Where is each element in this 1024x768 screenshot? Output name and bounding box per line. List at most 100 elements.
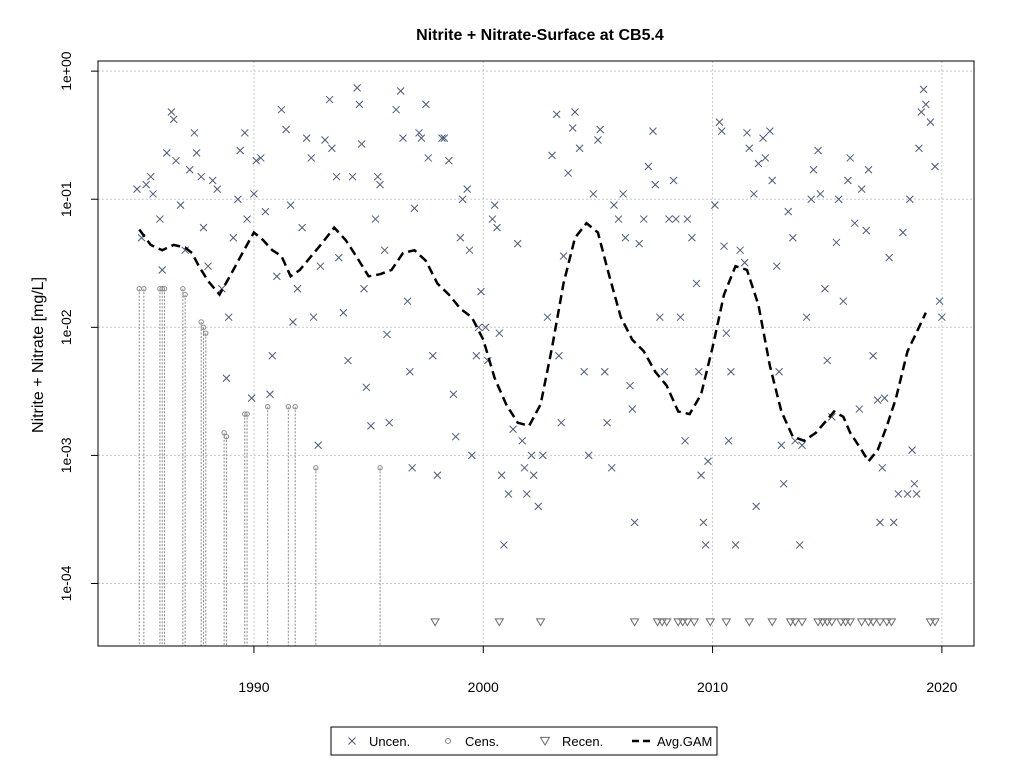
recensored-point (886, 618, 897, 627)
uncensored-point (142, 180, 151, 189)
uncensored-point (555, 351, 563, 360)
uncensored-point (697, 471, 705, 480)
uncensored-point (293, 284, 302, 293)
uncensored-point (761, 154, 770, 162)
uncensored-point (694, 367, 703, 376)
uncensored-point (717, 127, 726, 136)
legend-circle-icon (445, 738, 451, 744)
uncensored-point (169, 115, 178, 124)
uncensored-point (619, 190, 627, 198)
uncensored-point (224, 313, 233, 322)
censored-point (198, 319, 204, 325)
uncensored-point (855, 405, 864, 413)
uncensored-point (557, 418, 566, 427)
uncensored-point (392, 105, 400, 114)
uncensored-point (701, 541, 710, 549)
recensored-point (813, 618, 823, 627)
uncensored-point (467, 451, 476, 460)
uncensored-point (688, 233, 696, 242)
uncensored-point (449, 390, 458, 399)
uncensored-point (332, 172, 341, 181)
uncensored-point (518, 436, 527, 445)
recensored-point (430, 618, 440, 627)
uncensored-point (814, 146, 822, 155)
recensored-point (925, 618, 936, 627)
uncensored-point (497, 471, 506, 480)
uncensored-point (908, 446, 916, 454)
uncensored-point (816, 190, 825, 198)
uncensored-point (905, 195, 914, 204)
uncensored-point (731, 541, 740, 549)
uncensored-point (795, 541, 804, 549)
uncensored-point (309, 313, 318, 322)
uncensored-point (529, 471, 538, 480)
legend-x-icon (348, 737, 356, 745)
uncensored-point (367, 422, 375, 430)
uncensored-point (921, 100, 930, 109)
uncensored-point (915, 144, 923, 153)
uncensored-point (190, 128, 199, 137)
uncensored-point (917, 108, 926, 116)
uncensored-point (316, 262, 325, 271)
censored-point (182, 291, 188, 298)
uncensored-point (635, 239, 644, 248)
recensored-point (817, 618, 828, 627)
uncensored-point (490, 201, 499, 209)
censor-lines (138, 288, 381, 646)
uncensored-point (410, 204, 419, 213)
uncensored-point (376, 180, 384, 189)
uncensored-point (458, 195, 467, 204)
uncensored-point (149, 190, 157, 198)
censored-point (244, 411, 250, 417)
uncensored-point (788, 233, 797, 242)
y-tick-label: 1e-03 (58, 437, 74, 473)
uncensored-point (864, 165, 873, 174)
legend-label: Cens. (465, 734, 499, 749)
uncensored-point (807, 195, 816, 204)
recensored-point (661, 618, 672, 627)
uncensored-point (543, 313, 552, 322)
uncensored-point (385, 418, 394, 427)
uncensored-point (777, 441, 786, 450)
uncensored-point (417, 134, 426, 142)
uncensored-point (146, 172, 155, 181)
recensored-point (840, 618, 851, 627)
uncensored-point (495, 329, 504, 338)
recensored-point (535, 618, 546, 627)
uncensored-point (500, 541, 508, 549)
plot-frame (97, 60, 975, 647)
uncensored-point (692, 279, 701, 288)
uncensored-point (428, 351, 437, 360)
uncensored-point (422, 100, 430, 109)
recensored-point (797, 618, 807, 627)
uncensored-point (463, 185, 472, 193)
censored-point (313, 465, 319, 471)
recensored-point (705, 618, 716, 627)
uncensored-point (325, 95, 334, 104)
uncensored-point (651, 180, 660, 189)
recensored-point (657, 618, 667, 627)
grid (98, 61, 974, 646)
uncensored-point (846, 154, 855, 162)
uncensored-point (357, 140, 366, 148)
uncensored-point (185, 165, 194, 174)
y-tick-label: 1e-04 (58, 565, 74, 601)
uncensored-point (676, 313, 685, 322)
legend-label: Recen. (562, 734, 603, 749)
uncensored-point (931, 162, 939, 171)
uncensored-point (759, 134, 767, 142)
uncensored-point (779, 479, 788, 488)
uncensored-point (199, 223, 208, 232)
uncensored-point (192, 149, 201, 157)
censored-point (264, 403, 271, 410)
uncensored-point (878, 463, 887, 472)
uncensored-point (768, 176, 777, 185)
recensored-point (721, 618, 732, 627)
uncensored-point (610, 201, 618, 209)
uncensored-point (568, 124, 577, 132)
censored-point (141, 286, 147, 292)
uncensored-point (655, 313, 664, 322)
y-tick-label: 1e+00 (58, 51, 74, 91)
uncensored-point (834, 195, 843, 204)
uncensored-point (699, 518, 708, 527)
